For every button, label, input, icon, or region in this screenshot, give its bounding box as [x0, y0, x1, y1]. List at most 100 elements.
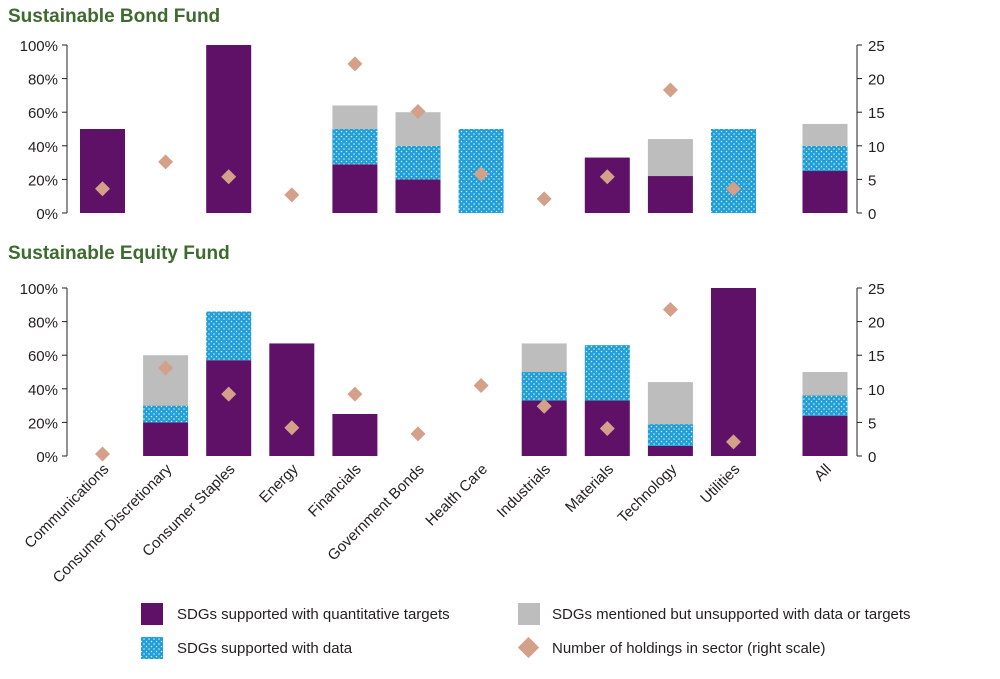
right-tick-label: 15	[868, 348, 885, 365]
legend-label-holdings: Number of holdings in sector (right scal…	[552, 640, 825, 657]
right-tick-label: 10	[868, 382, 885, 399]
bar-quant	[647, 445, 693, 456]
legend-swatch-holdings	[517, 636, 540, 659]
legend-swatch-quant	[141, 603, 163, 625]
bar-quant	[206, 45, 252, 213]
bar-data	[206, 311, 252, 361]
holdings-marker	[726, 434, 741, 450]
bond-fund-panel: 0% 20% 40% 60% 80% 100% 0 5 10 15 20 25	[20, 38, 885, 223]
bar-quant	[332, 164, 378, 213]
right-tick-label: 5	[868, 172, 876, 189]
holdings-marker	[347, 386, 363, 402]
bar-quant	[80, 129, 125, 213]
bar-quant	[802, 171, 848, 213]
right-tick-label: 0	[868, 206, 876, 223]
bar-data	[395, 145, 441, 180]
category-label: All	[811, 461, 835, 485]
legend: SDGs supported with quantitative targets…	[141, 603, 911, 659]
bar-quant	[332, 414, 378, 456]
left-tick-label: 100%	[20, 281, 58, 298]
left-tick-label: 20%	[28, 415, 58, 432]
holdings-marker	[284, 187, 300, 203]
bar-mentioned	[647, 382, 693, 425]
bond-fund-title: Sustainable Bond Fund	[8, 6, 220, 27]
bar-quant	[802, 415, 848, 456]
category-label: Materials	[562, 461, 617, 516]
holdings-marker	[95, 181, 110, 197]
bar-data	[802, 395, 848, 416]
left-tick-label: 0%	[36, 206, 58, 223]
holdings-marker	[473, 377, 489, 393]
holdings-marker	[221, 169, 237, 185]
legend-label-quant: SDGs supported with quantitative targets	[177, 606, 450, 623]
left-tick-label: 60%	[28, 105, 58, 122]
bar-quant	[584, 157, 630, 213]
bar-mentioned	[802, 123, 848, 146]
bar-data	[802, 145, 848, 171]
right-tick-label: 20	[868, 72, 885, 89]
holdings-marker	[410, 426, 426, 442]
bar-data	[521, 372, 567, 401]
bar-quant	[143, 422, 189, 456]
right-tick-label: 5	[868, 415, 876, 432]
bar-mentioned	[802, 372, 848, 396]
left-tick-label: 100%	[20, 38, 58, 55]
right-tick-label: 25	[868, 281, 885, 298]
holdings-marker	[473, 166, 489, 182]
holdings-marker	[726, 181, 741, 197]
bar-quant	[206, 360, 252, 456]
bar-mentioned	[647, 139, 693, 177]
right-tick-label: 20	[868, 315, 885, 332]
bar-mentioned	[521, 343, 567, 372]
bar-quant	[269, 343, 315, 456]
category-label: Consumer Discretionary	[50, 460, 176, 586]
category-label: Industrials	[494, 461, 554, 521]
holdings-marker	[284, 420, 300, 436]
category-label: Health Care	[422, 461, 491, 530]
holdings-marker	[158, 360, 174, 376]
equity-fund-panel: 0% 20% 40% 60% 80% 100% 0 5 10 15 20 25	[20, 281, 885, 466]
bar-quant	[395, 179, 441, 213]
left-tick-label: 80%	[28, 72, 58, 89]
left-tick-label: 0%	[36, 449, 58, 466]
holdings-marker	[536, 398, 552, 414]
left-tick-label: 40%	[28, 382, 58, 399]
holdings-marker	[410, 104, 426, 120]
left-tick-label: 80%	[28, 315, 58, 332]
legend-swatch-data	[141, 637, 163, 659]
right-tick-label: 15	[868, 105, 885, 122]
holdings-marker	[347, 56, 363, 72]
category-label: Energy	[256, 460, 302, 506]
legend-label-data: SDGs supported with data	[177, 640, 353, 657]
right-tick-label: 25	[868, 38, 885, 55]
category-label: Utilities	[697, 461, 743, 507]
category-label: Financials	[305, 461, 365, 521]
bar-data	[584, 345, 630, 401]
holdings-marker	[158, 154, 174, 170]
bar-quant	[647, 176, 693, 213]
bar-data	[143, 405, 189, 423]
bar-data	[647, 424, 693, 446]
holdings-marker	[599, 169, 615, 185]
holdings-marker	[662, 302, 678, 318]
holdings-marker	[599, 420, 615, 436]
holdings-marker	[221, 386, 237, 402]
holdings-marker	[662, 82, 678, 98]
bar-data	[711, 129, 756, 213]
holdings-marker	[95, 446, 110, 462]
legend-swatch-mentioned	[518, 603, 540, 625]
left-tick-label: 60%	[28, 348, 58, 365]
bar-mentioned	[332, 105, 378, 129]
bar-quant	[711, 288, 756, 456]
holdings-marker	[536, 191, 552, 207]
right-tick-label: 10	[868, 139, 885, 156]
right-tick-label: 0	[868, 449, 876, 466]
legend-label-mentioned: SDGs mentioned but unsupported with data…	[552, 606, 911, 623]
left-tick-label: 20%	[28, 172, 58, 189]
left-tick-label: 40%	[28, 139, 58, 156]
bar-data	[332, 129, 378, 165]
category-label: Technology	[615, 460, 681, 526]
equity-fund-title: Sustainable Equity Fund	[8, 243, 230, 264]
